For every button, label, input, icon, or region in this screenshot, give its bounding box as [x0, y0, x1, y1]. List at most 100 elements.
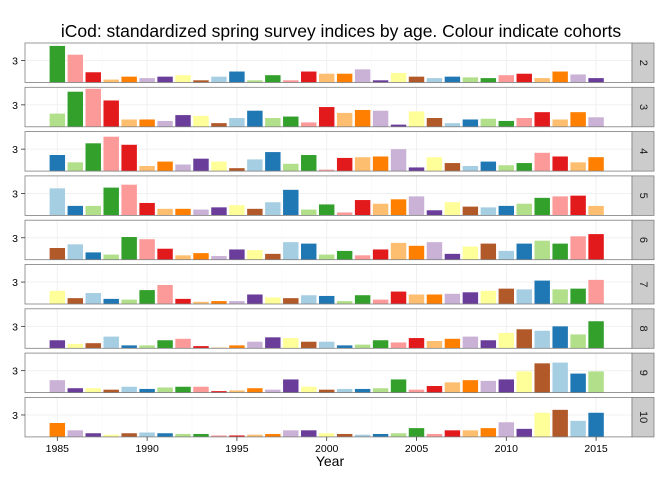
x-tick-label: 2005: [405, 443, 429, 455]
bar-age10-2008: [462, 430, 479, 437]
bar-age4-2007: [444, 163, 461, 172]
bar-age9-1986: [67, 388, 84, 393]
bar-age9-1988: [103, 389, 119, 393]
bar-age3-1987: [85, 88, 101, 127]
y-tick-label: 3: [12, 366, 18, 378]
bar-age8-2004: [390, 342, 407, 349]
bar-age6-1991: [157, 248, 173, 260]
bar-age7-2009: [480, 290, 497, 304]
bar-age8-1989: [121, 345, 137, 349]
bar-age5-1997: [265, 202, 281, 216]
x-tick-label: 1990: [135, 443, 159, 455]
bar-age3-2012: [534, 112, 550, 127]
bar-age8-1986: [67, 343, 84, 349]
facet-strip: [631, 42, 655, 83]
bar-age9-2012: [534, 363, 550, 393]
bar-age10-1994: [211, 435, 227, 437]
bar-age2-2010: [498, 75, 515, 83]
bar-age10-2005: [408, 428, 425, 437]
bar-age3-2008: [462, 119, 479, 127]
bar-age7-2008: [462, 292, 479, 304]
bar-age9-2006: [426, 386, 443, 393]
bar-age7-2007: [444, 293, 461, 304]
bar-age8-2002: [354, 344, 371, 349]
bar-age8-1993: [193, 346, 209, 349]
x-axis-label: Year: [316, 453, 345, 469]
bar-age7-2002: [354, 295, 371, 304]
bar-age8-2009: [480, 340, 497, 349]
bar-age3-2010: [498, 120, 515, 127]
bar-age8-2007: [444, 338, 461, 349]
bar-age8-1998: [283, 338, 299, 349]
bar-age7-2003: [372, 299, 389, 304]
bar-age3-2014: [570, 112, 586, 127]
bar-age6-2015: [588, 234, 604, 260]
bar-age4-1986: [67, 162, 84, 172]
bar-age2-2012: [534, 78, 550, 83]
bar-age4-2006: [426, 157, 443, 172]
bar-age10-1999: [301, 430, 317, 437]
bar-age6-2009: [480, 243, 497, 260]
facet-panel-age-10: 3 10: [12, 396, 655, 438]
bar-age7-2006: [426, 294, 443, 304]
bar-age10-2002: [354, 434, 371, 437]
bar-age2-1999: [301, 71, 317, 83]
bar-age10-1993: [193, 433, 209, 437]
bar-age4-2013: [552, 156, 568, 172]
bar-age6-1999: [301, 243, 317, 260]
facet-strip-label: 7: [637, 281, 649, 287]
bar-age3-1999: [301, 122, 317, 127]
bar-age3-1989: [121, 119, 137, 127]
bar-age8-1985: [49, 340, 66, 349]
facet-strip-label: 2: [637, 60, 649, 66]
bar-age6-1994: [211, 256, 227, 260]
bar-age10-2003: [372, 433, 389, 437]
bar-age10-1986: [67, 430, 84, 437]
chart-title: iCod: standardized spring survey indices…: [61, 21, 622, 41]
bar-age5-1996: [247, 208, 263, 216]
bar-age10-2015: [588, 412, 604, 437]
bar-age2-1988: [103, 79, 119, 83]
bar-age2-1994: [211, 76, 227, 83]
bar-age10-2010: [498, 422, 515, 437]
bar-age8-2003: [372, 340, 389, 349]
bar-age2-2013: [552, 71, 568, 83]
bar-age3-1996: [247, 110, 263, 127]
bar-age6-2010: [498, 250, 515, 260]
bar-age5-1992: [175, 208, 191, 216]
bar-age4-1987: [85, 143, 101, 172]
bar-age7-1998: [283, 298, 299, 304]
bar-age8-2001: [336, 345, 353, 349]
bar-age6-2004: [390, 242, 407, 260]
bar-age7-2011: [516, 289, 532, 304]
facet-strip: [631, 219, 655, 261]
bar-age3-1994: [211, 123, 227, 127]
bar-age4-2004: [390, 149, 407, 172]
bar-age4-2011: [516, 163, 532, 172]
bar-age7-2005: [408, 294, 425, 304]
facet-strip: [631, 308, 655, 349]
bar-age7-2015: [588, 279, 604, 304]
bar-age10-1998: [283, 430, 299, 437]
bar-age4-2012: [534, 152, 550, 172]
y-tick-label: 3: [12, 233, 18, 245]
bar-age7-1997: [265, 297, 281, 304]
bar-age10-2013: [552, 409, 568, 437]
bar-age5-2006: [426, 210, 443, 216]
bar-age9-2015: [588, 371, 604, 393]
bar-age3-2013: [552, 119, 568, 127]
bar-age9-1990: [139, 388, 155, 393]
bar-age9-1992: [175, 386, 191, 393]
bar-age3-1990: [139, 119, 155, 127]
bar-age4-2005: [408, 167, 425, 172]
bar-age6-2012: [534, 240, 550, 260]
bar-age8-2013: [552, 326, 568, 349]
bar-age7-1988: [103, 298, 119, 304]
bar-age3-2000: [318, 107, 335, 127]
facet-strip: [631, 131, 655, 172]
bar-age10-2006: [426, 433, 443, 437]
bar-age2-2008: [462, 77, 479, 83]
bar-age6-2003: [372, 249, 389, 260]
